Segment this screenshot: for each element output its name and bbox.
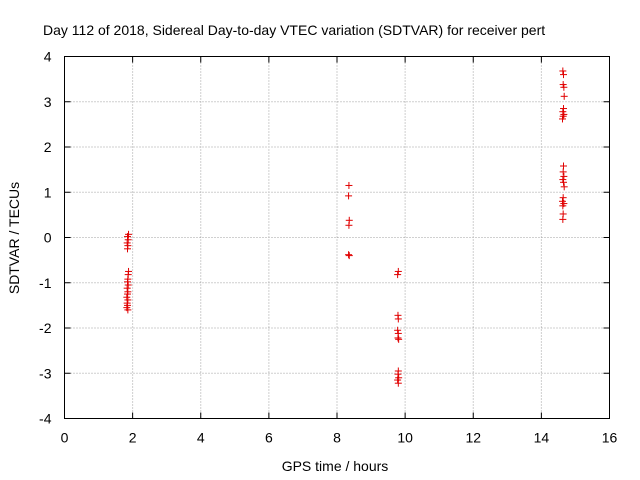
data-point	[558, 115, 566, 123]
data-point	[345, 181, 353, 189]
data-point	[559, 194, 567, 202]
data-point	[394, 379, 402, 387]
grid	[64, 56, 610, 419]
data-point	[345, 192, 353, 200]
data-point	[345, 251, 353, 259]
data-point	[345, 221, 353, 229]
y-tick-label: 0	[44, 230, 52, 246]
data-point	[559, 67, 567, 75]
x-tick-label: 12	[465, 430, 481, 446]
data-point	[560, 162, 568, 170]
y-tick-label: -1	[39, 275, 52, 291]
data-point	[394, 326, 402, 334]
data-point	[560, 71, 568, 79]
x-axis-label: GPS time / hours	[282, 458, 389, 474]
y-tick-label: -3	[39, 365, 52, 381]
data-point	[124, 281, 132, 289]
x-tick-label: 8	[333, 430, 341, 446]
x-tick-label: 10	[397, 430, 413, 446]
data-point	[394, 370, 402, 378]
y-tick-label: 2	[44, 139, 52, 155]
data-point	[124, 245, 132, 253]
y-tick-label: 4	[44, 49, 52, 65]
data-point	[394, 376, 402, 384]
y-tick-label: 3	[44, 94, 52, 110]
data-point	[560, 178, 568, 186]
data-point	[560, 110, 568, 118]
data-point	[394, 315, 402, 323]
y-tick-label: -2	[39, 320, 52, 336]
data-point	[124, 236, 132, 244]
x-tick-label: 0	[61, 430, 69, 446]
data-point	[124, 306, 132, 314]
y-tick-label: -4	[39, 411, 52, 427]
data-point	[560, 105, 568, 113]
data-point	[394, 334, 402, 342]
data-point	[394, 271, 402, 279]
data-point	[345, 252, 353, 260]
x-tick-label: 6	[265, 430, 273, 446]
data-point	[124, 278, 132, 286]
data-point	[123, 284, 131, 292]
x-tick-label: 4	[197, 430, 205, 446]
data-point	[124, 233, 132, 241]
data-point	[124, 290, 132, 298]
data-point	[559, 168, 567, 176]
y-tick-label: 1	[44, 184, 52, 200]
x-tick-label: 14	[534, 430, 550, 446]
data-points	[123, 67, 568, 387]
data-point	[559, 202, 567, 210]
data-point	[559, 215, 567, 223]
data-point	[560, 183, 568, 191]
x-tick-label: 16	[602, 430, 618, 446]
chart-title: Day 112 of 2018, Sidereal Day-to-day VTE…	[43, 22, 545, 38]
data-point	[560, 92, 568, 100]
data-point	[560, 83, 568, 91]
plot-frame	[64, 56, 610, 419]
y-axis-label: SDTVAR / TECUs	[6, 182, 22, 294]
data-point	[560, 172, 568, 180]
data-point	[395, 335, 403, 343]
x-tick-label: 2	[129, 430, 137, 446]
data-point	[394, 267, 402, 275]
